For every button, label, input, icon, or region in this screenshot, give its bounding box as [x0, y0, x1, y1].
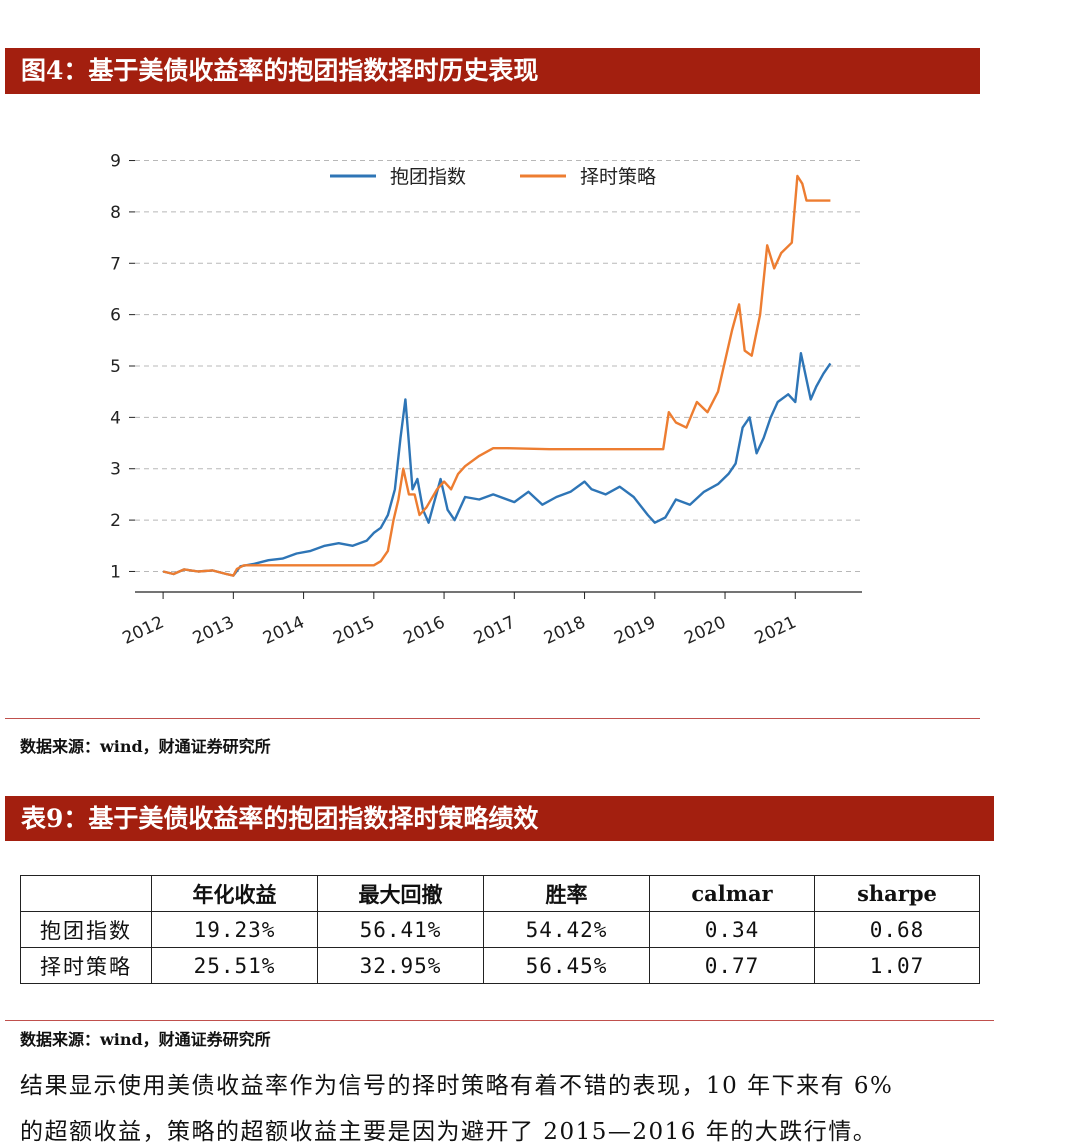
table-cell: 0.77	[649, 947, 815, 984]
table-cell: 0.34	[649, 911, 815, 948]
x-tick-label: 2012	[120, 612, 168, 648]
header-calmar: calmar	[649, 875, 815, 912]
y-tick-label: 1	[110, 562, 121, 582]
y-tick-label: 2	[110, 511, 121, 531]
x-tick-label: 2020	[681, 612, 729, 648]
x-tick-label: 2015	[330, 612, 378, 648]
x-tick-label: 2013	[190, 612, 238, 648]
body-paragraph-line: 结果显示使用美债收益率作为信号的择时策略有着不错的表现，10 年下来有 6%	[20, 1073, 894, 1099]
table-source: 数据来源：wind，财通证券研究所	[20, 1030, 271, 1049]
y-tick-label: 3	[110, 460, 121, 480]
figure-title: 图4：基于美债收益率的抱团指数择时历史表现	[5, 48, 980, 94]
table-cell: 19.23%	[151, 911, 318, 948]
chart-gridlines	[135, 160, 862, 572]
table-cell: 54.42%	[483, 911, 650, 948]
x-tick-label: 2017	[471, 612, 519, 648]
header-annual-return: 年化收益	[151, 875, 318, 912]
table-header-row: 年化收益 最大回撤 胜率 calmar sharpe	[20, 875, 980, 912]
x-tick-label: 2021	[752, 612, 800, 648]
row-label: 择时策略	[20, 947, 152, 984]
chart-axes	[129, 160, 862, 599]
figure-divider	[5, 718, 980, 719]
x-tick-label: 2019	[611, 612, 659, 648]
figure-source: 数据来源：wind，财通证券研究所	[20, 737, 271, 756]
table-divider	[5, 1020, 994, 1021]
performance-table: 年化收益 最大回撤 胜率 calmar sharpe 抱团指数 19.23% 5…	[20, 875, 980, 984]
body-paragraph-line: 的超额收益，策略的超额收益主要是因为避开了 2015—2016 年的大跌行情。	[20, 1119, 878, 1145]
table-cell: 56.45%	[483, 947, 650, 984]
y-tick-label: 9	[110, 152, 121, 172]
series-line-baotuan	[162, 352, 832, 577]
header-empty	[20, 875, 152, 912]
x-tick-label: 2018	[541, 612, 589, 648]
line-chart: 1 2 3 4 5 6 7 8 9 2012 2013 2014 2015 2016 2017 2018 201…	[110, 152, 862, 649]
legend-label: 择时策略	[580, 166, 656, 188]
y-tick-label: 4	[110, 408, 121, 428]
legend-label: 抱团指数	[390, 166, 466, 188]
chart-tick-labels: 1 2 3 4 5 6 7 8 9 2012 2013 2014 2015 2016 2017 2018 201…	[110, 152, 799, 649]
header-sharpe: sharpe	[814, 875, 980, 912]
table-cell: 0.68	[814, 911, 980, 948]
chart-series	[162, 174, 832, 577]
y-tick-label: 7	[110, 254, 121, 274]
y-tick-label: 6	[110, 306, 121, 326]
table-row: 抱团指数 19.23% 56.41% 54.42% 0.34 0.68	[20, 911, 980, 948]
header-max-drawdown: 最大回撤	[317, 875, 484, 912]
series-line-timing	[162, 174, 831, 577]
table-title: 表9：基于美债收益率的抱团指数择时策略绩效	[5, 796, 994, 841]
x-tick-label: 2016	[401, 612, 449, 648]
table-cell: 32.95%	[317, 947, 484, 984]
x-tick-label: 2014	[260, 612, 308, 648]
table-cell: 1.07	[814, 947, 980, 984]
row-label: 抱团指数	[20, 911, 152, 948]
table-cell: 56.41%	[317, 911, 484, 948]
chart-legend: 抱团指数 择时策略	[330, 166, 656, 188]
y-tick-label: 8	[110, 203, 121, 223]
header-win-rate: 胜率	[483, 875, 650, 912]
y-tick-label: 5	[110, 357, 121, 377]
table-cell: 25.51%	[151, 947, 318, 984]
table-row: 择时策略 25.51% 32.95% 56.45% 0.77 1.07	[20, 947, 980, 984]
